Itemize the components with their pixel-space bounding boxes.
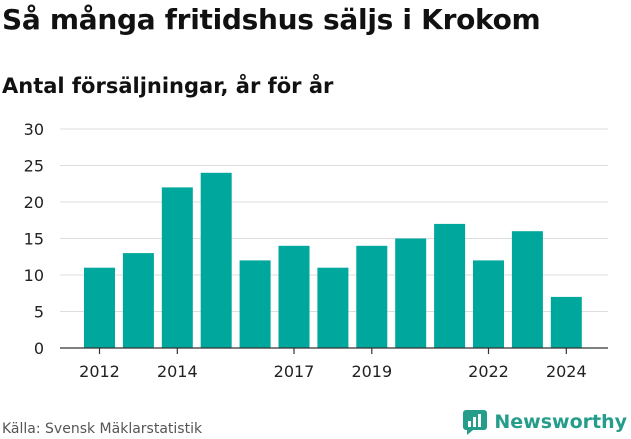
x-tick-label: 2022 <box>468 362 509 381</box>
brand-name: Newsworthy <box>494 411 627 433</box>
y-tick-label: 25 <box>24 157 44 176</box>
bars <box>84 172 582 348</box>
bar-2024 <box>550 296 582 348</box>
bar-2023 <box>511 231 543 348</box>
x-tick-label: 2017 <box>274 362 315 381</box>
bar-2016 <box>239 260 271 348</box>
bar-2019 <box>356 245 388 348</box>
y-axis: 0 5 10 15 20 25 30 <box>24 120 44 358</box>
y-tick-label: 30 <box>24 120 44 139</box>
x-tick-label: 2024 <box>546 362 587 381</box>
bar-2013 <box>122 253 154 348</box>
y-tick-label: 0 <box>34 339 44 358</box>
y-tick-label: 5 <box>34 303 44 322</box>
chart-subtitle: Antal försäljningar, år för år <box>2 74 334 98</box>
brand-logo: Newsworthy <box>462 409 627 435</box>
x-tick-label: 2012 <box>79 362 120 381</box>
bar-2012 <box>84 267 115 348</box>
bar-2015 <box>200 172 232 348</box>
source-note: Källa: Svensk Mäklarstatistik <box>2 421 203 437</box>
chart-title: Så många fritidshus säljs i Krokom <box>2 3 541 36</box>
bar-2020 <box>395 238 427 348</box>
x-axis: 2012 2014 2017 2019 2022 2024 <box>60 347 608 381</box>
x-tick-label: 2019 <box>351 362 392 381</box>
bar-2014 <box>161 187 193 348</box>
bar-2017 <box>278 245 310 348</box>
x-tick-label: 2014 <box>157 362 198 381</box>
bar-2018 <box>317 267 349 348</box>
newsworthy-icon <box>463 410 488 435</box>
y-tick-label: 20 <box>24 193 44 212</box>
bar-2022 <box>473 260 504 348</box>
bar-2021 <box>434 223 466 348</box>
y-tick-label: 15 <box>24 230 44 249</box>
bar-chart: 2012 2014 2017 2019 2022 2024 0 5 10 15 20 25 30 <box>24 120 608 381</box>
y-tick-label: 10 <box>24 266 44 285</box>
